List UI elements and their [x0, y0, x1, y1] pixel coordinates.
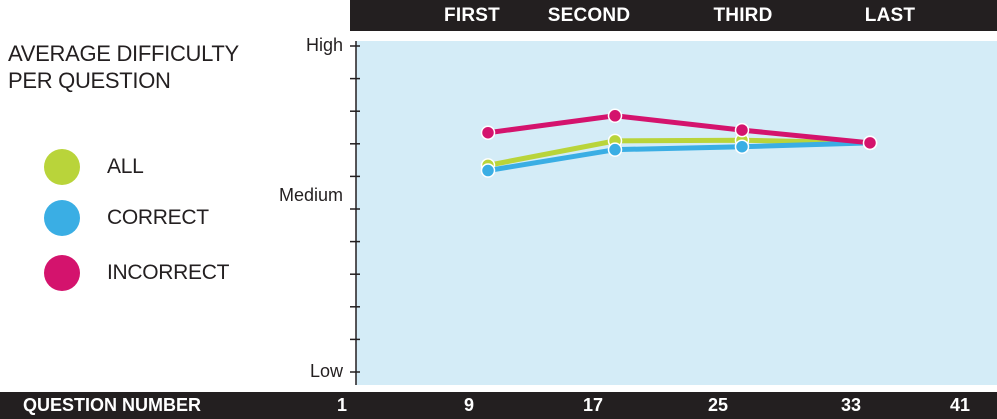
chart-title: AVERAGE DIFFICULTY PER QUESTION [8, 41, 239, 93]
legend-label: INCORRECT [107, 261, 230, 284]
period-label-first: FIRST [444, 5, 500, 26]
y-tick-label-medium: Medium [278, 185, 343, 205]
data-point [607, 108, 623, 124]
chart-plot [350, 41, 997, 385]
y-tick-label-high: High [305, 35, 343, 55]
top-header-bar: FIRST SECOND THIRD LAST [350, 0, 997, 31]
series-line [485, 113, 873, 146]
x-tick-label: 25 [707, 395, 729, 415]
data-point [480, 125, 496, 140]
y-tick-label-low: Low [309, 361, 343, 381]
data-point [734, 139, 750, 154]
x-tick-label: 33 [840, 395, 862, 415]
data-point [862, 135, 878, 151]
data-point [607, 142, 623, 157]
legend-dot-icon [44, 200, 80, 236]
series-line [485, 137, 873, 168]
y-axis-ticks [350, 45, 360, 373]
series-line [485, 140, 873, 174]
x-tick-label: 9 [463, 395, 475, 415]
x-tick-label: 41 [949, 395, 971, 415]
series-layer [480, 108, 878, 178]
bottom-axis-bar: QUESTION NUMBER 1 9 17 25 33 41 [0, 392, 997, 419]
x-axis-title: QUESTION NUMBER [23, 395, 202, 415]
period-label-last: LAST [864, 5, 916, 26]
legend-dot-icon [44, 255, 80, 291]
legend-label: ALL [107, 155, 144, 178]
period-label-second: SECOND [547, 5, 631, 26]
plot-area [356, 41, 997, 385]
x-tick-label: 1 [336, 395, 348, 415]
legend-label: CORRECT [107, 206, 209, 229]
series-incorrect [480, 108, 878, 151]
period-label-third: THIRD [713, 5, 773, 26]
legend-dot-icon [44, 149, 80, 185]
data-point [480, 163, 496, 178]
data-point [734, 122, 750, 138]
x-tick-label: 17 [582, 395, 604, 415]
